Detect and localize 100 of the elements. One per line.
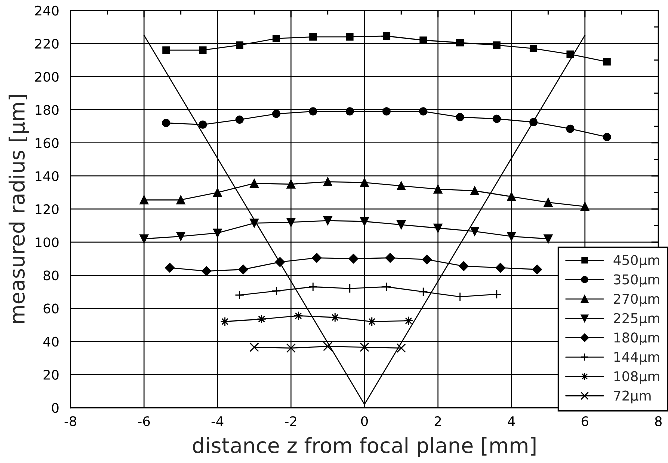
point — [434, 224, 443, 233]
point — [456, 113, 464, 122]
point — [418, 287, 428, 297]
point — [603, 58, 611, 66]
x-axis-title: distance z from focal plane [mm] — [193, 437, 536, 458]
legend-label: 180µm — [614, 332, 660, 346]
y-tick-label: 200 — [35, 72, 59, 82]
legend-label: 450µm — [614, 255, 660, 268]
point — [360, 342, 370, 352]
x-tick-label: -4 — [212, 416, 224, 426]
point — [323, 342, 333, 352]
point — [470, 186, 480, 196]
point — [213, 228, 222, 238]
point — [312, 253, 322, 263]
legend-label: 270µm — [614, 294, 660, 307]
y-tick-label: 100 — [36, 238, 59, 248]
point — [507, 232, 516, 242]
point — [199, 46, 207, 54]
point — [544, 198, 553, 208]
point — [348, 254, 359, 264]
point — [140, 234, 149, 244]
legend-label: 350µm — [614, 274, 660, 288]
point — [397, 220, 406, 230]
point — [386, 253, 396, 263]
point — [198, 120, 208, 130]
point — [419, 107, 428, 116]
y-tick-label: 0 — [52, 403, 59, 414]
point — [382, 107, 391, 116]
point — [544, 234, 553, 244]
point — [236, 42, 244, 50]
point — [286, 344, 296, 354]
point — [456, 39, 464, 47]
x-tick-label: 6 — [582, 416, 589, 426]
point — [346, 33, 354, 41]
point — [459, 262, 469, 272]
point — [420, 36, 428, 44]
y-tick-label: 20 — [44, 370, 59, 380]
point — [383, 32, 391, 40]
point — [286, 218, 296, 227]
point — [360, 178, 370, 188]
point — [360, 217, 370, 226]
point — [507, 192, 516, 202]
point — [580, 202, 590, 212]
point — [492, 114, 502, 124]
point — [165, 263, 175, 273]
point — [202, 266, 212, 276]
y-axis-title: measured radius [µm] — [8, 95, 30, 324]
point — [176, 196, 186, 205]
legend-label: 72µm — [614, 390, 651, 404]
point — [250, 179, 259, 188]
point — [140, 196, 149, 205]
y-tick-label: 240 — [35, 6, 59, 16]
point — [496, 263, 506, 273]
legend-label: 225µm — [614, 313, 660, 326]
point — [530, 44, 538, 52]
point — [566, 124, 575, 134]
point — [236, 116, 244, 124]
y-tick-label: 180 — [36, 105, 59, 116]
y-tick-label: 140 — [36, 171, 59, 182]
y-tick-label: 220 — [35, 38, 59, 49]
point — [434, 184, 443, 194]
y-tick-label: 60 — [44, 304, 59, 314]
x-tick-label: -8 — [64, 416, 76, 426]
point — [310, 33, 318, 41]
y-tick-label: 120 — [36, 204, 59, 214]
point — [493, 42, 501, 50]
x-tick-label: 2 — [434, 416, 442, 426]
x-tick-label: -2 — [285, 416, 297, 426]
point — [272, 110, 281, 118]
point — [162, 119, 170, 128]
point — [213, 188, 222, 198]
point — [309, 107, 318, 116]
point — [566, 50, 574, 58]
point — [275, 257, 286, 268]
point — [238, 264, 248, 275]
point — [492, 290, 502, 300]
point — [603, 133, 612, 142]
point — [470, 227, 480, 236]
point — [176, 232, 186, 242]
legend-label: 144µm — [614, 352, 660, 365]
legend-label: 108µm — [614, 371, 660, 384]
y-tick-label: 160 — [36, 138, 59, 148]
point — [345, 284, 355, 294]
point — [324, 178, 332, 186]
x-tick-label: 4 — [508, 416, 516, 426]
point — [532, 264, 542, 275]
x-tick-label: -6 — [138, 416, 150, 426]
x-tick-label: 8 — [655, 416, 662, 426]
point — [346, 107, 354, 116]
point — [162, 46, 170, 54]
x-tick-label: 0 — [361, 416, 368, 426]
point — [250, 342, 260, 352]
point — [397, 182, 406, 191]
point — [422, 254, 432, 265]
point — [286, 180, 296, 189]
y-tick-label: 80 — [44, 270, 59, 281]
point — [396, 344, 406, 354]
point — [324, 216, 332, 226]
point — [272, 35, 280, 43]
y-tick-label: 40 — [44, 336, 59, 347]
